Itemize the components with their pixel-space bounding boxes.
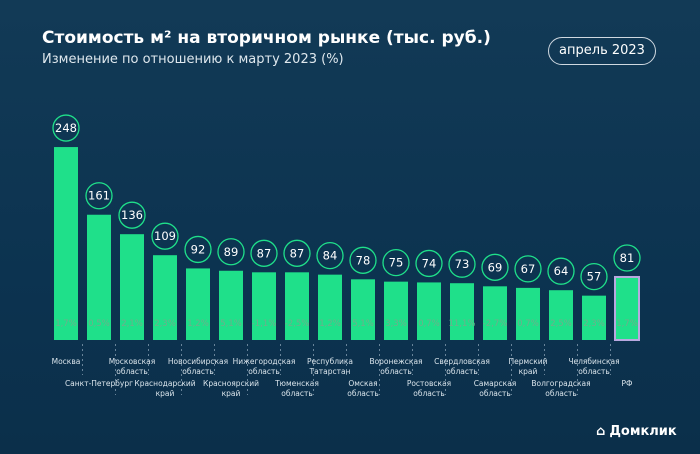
change-label: 0,5%: [88, 319, 110, 329]
bar: [186, 268, 210, 340]
change-label: 5,1%: [352, 319, 374, 329]
value-label: 136: [121, 208, 143, 222]
bar: [516, 287, 540, 340]
value-circle: [85, 182, 113, 210]
bar: [252, 272, 276, 340]
category-label: Воронежская область: [369, 357, 422, 376]
value-label: 84: [323, 249, 338, 263]
category-label: Ростовская область: [407, 379, 451, 398]
bar: [582, 295, 606, 340]
value-circle: [514, 255, 542, 283]
category-label: Краснодарский край: [134, 379, 195, 398]
value-label: 161: [88, 189, 110, 203]
value-label: 74: [422, 256, 437, 270]
value-circle: [316, 241, 344, 270]
bar: [351, 279, 375, 340]
category-label: Волгоградская область: [531, 379, 590, 398]
change-label: 2,3%: [154, 319, 176, 329]
bar: [285, 272, 309, 340]
category-label: Красноярский край: [203, 379, 259, 398]
category-label: Самарская область: [474, 379, 517, 398]
change-label: 0,7%: [517, 319, 539, 329]
category-label: Новосибирская область: [168, 357, 228, 376]
bar: [318, 274, 342, 340]
logo-text: Домклик: [609, 424, 677, 439]
value-circle: [448, 250, 476, 278]
change-label: -1,1%: [252, 319, 277, 329]
category-label: Свердловская область: [434, 357, 490, 376]
value-label: 92: [191, 242, 206, 256]
bar: [417, 282, 441, 340]
bar: [549, 290, 573, 340]
value-circle: [118, 201, 146, 229]
category-label: Тюменская область: [274, 379, 319, 398]
value-circle: [217, 238, 245, 266]
value-circle: [481, 253, 509, 281]
category-label: Пермский край: [508, 357, 547, 376]
value-label: 64: [554, 264, 569, 278]
value-label: 57: [587, 270, 602, 284]
value-circle: [547, 257, 575, 285]
change-label: 1,7%: [55, 319, 77, 329]
value-label: 67: [521, 262, 536, 276]
value-label: 81: [620, 251, 635, 265]
value-circle: [52, 114, 80, 142]
bar: [153, 255, 177, 340]
change-label: 2,3%: [583, 319, 605, 329]
change-label: 11,1%: [448, 319, 475, 329]
value-label: 75: [389, 256, 404, 270]
category-label: Омская область: [347, 379, 379, 398]
category-label: Санкт-Петербург: [65, 379, 133, 388]
value-label: 87: [290, 246, 305, 260]
value-circle: [613, 244, 641, 272]
category-label: Нижегородская область: [233, 357, 296, 376]
value-circle: [349, 246, 377, 274]
bar: [120, 234, 144, 340]
change-label: 5,1%: [220, 319, 242, 329]
value-circle: [382, 248, 410, 277]
bar: [450, 283, 474, 340]
value-label: 73: [455, 257, 470, 271]
value-circle: [151, 222, 179, 250]
value-circle: [184, 235, 212, 264]
change-label: 1,2%: [187, 319, 209, 329]
domclick-logo: ⌂ Домклик: [596, 424, 677, 439]
date-badge: апрель 2023: [548, 37, 656, 65]
house-icon: ⌂: [596, 424, 606, 439]
change-label: -2,7%: [483, 319, 508, 329]
chart-subtitle: Изменение по отношению к марту 2023 (%): [42, 52, 344, 67]
bar: [614, 275, 640, 341]
category-label: Московская область: [109, 357, 155, 376]
value-circle: [283, 239, 311, 267]
value-circle: [415, 249, 443, 278]
chart-title: Стоимость м² на вторичном рынке (тыс. ру…: [42, 28, 491, 48]
value-label: 69: [488, 260, 503, 274]
category-label: Москва: [52, 357, 81, 366]
category-label: Челябинская область: [568, 357, 619, 376]
change-label: 3,3%: [385, 319, 407, 329]
value-label: 89: [224, 245, 239, 259]
value-label: 109: [154, 229, 176, 243]
category-label: РФ: [622, 379, 634, 388]
change-label: 2,1%: [121, 319, 143, 329]
value-label: 87: [257, 246, 272, 260]
bar: [54, 147, 78, 340]
value-circle: [250, 239, 278, 267]
change-label: 0,7%: [418, 319, 440, 329]
bar: [384, 281, 408, 340]
change-label: -2,5%: [285, 319, 310, 329]
bar: [483, 286, 507, 340]
change-label: 1,2%: [319, 319, 341, 329]
bar: [219, 270, 243, 340]
change-label: 1,7%: [616, 319, 638, 329]
change-label: 2,5%: [550, 319, 572, 329]
value-circle: [580, 263, 608, 291]
bar: [87, 214, 111, 340]
category-label: Республика Татарстан: [307, 357, 353, 376]
value-label: 248: [55, 121, 77, 135]
value-label: 78: [356, 253, 371, 267]
